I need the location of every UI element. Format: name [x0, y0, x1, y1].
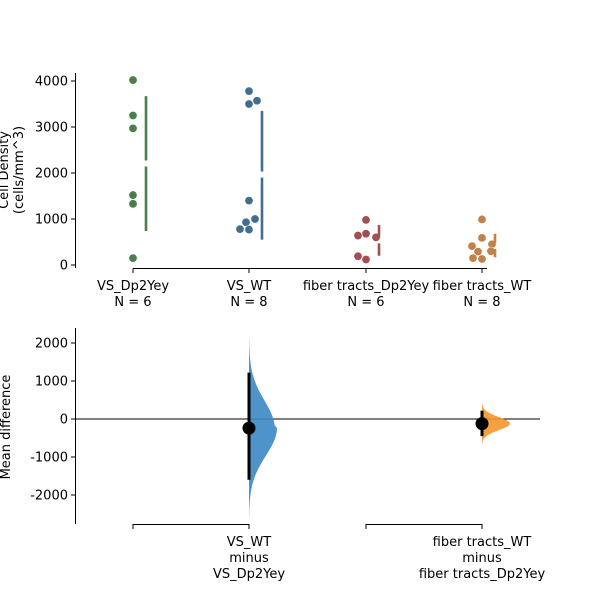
top-panel: Cell Density (cells/mm^3) 0 1000 2000 3000 4… [0, 73, 531, 310]
comparison-label-line: fiber tracts_WT [433, 535, 532, 550]
data-point [353, 251, 363, 261]
data-point [361, 229, 371, 239]
top-y-label-line2: (cells/mm^3) [12, 126, 27, 214]
data-point [361, 215, 371, 225]
bootstrap-distribution [249, 337, 277, 519]
data-point [235, 224, 245, 234]
group-n-label: N = 6 [114, 295, 151, 310]
bottom-y-ticks: 2000 1000 0 -1000 -2000 [30, 337, 76, 504]
data-point [128, 111, 138, 121]
data-point [128, 190, 138, 200]
bottom-y-tick-label: 1000 [35, 375, 68, 390]
comparison-label-line: VS_WT [227, 535, 271, 550]
data-point [128, 123, 138, 133]
data-point [467, 241, 477, 251]
data-point [244, 86, 254, 96]
group-name-label: fiber tracts_WT [433, 279, 532, 294]
comparison-label-line: VS_Dp2Yey [213, 567, 285, 582]
mean-difference-dot [475, 417, 489, 431]
data-point [252, 96, 262, 106]
data-point [473, 247, 483, 257]
data-point [477, 214, 487, 224]
top-y-tick-label: 4000 [35, 75, 68, 90]
data-point [128, 75, 138, 85]
bottom-y-tick-label: 2000 [35, 337, 68, 352]
top-y-axis-label: Cell Density (cells/mm^3) [0, 126, 27, 214]
group-n-label: N = 8 [463, 295, 500, 310]
comparison-bracket [132, 524, 250, 529]
group-name-label: VS_Dp2Yey [97, 279, 169, 294]
top-y-tick-label: 2000 [35, 167, 68, 182]
data-point [477, 233, 487, 243]
bottom-y-tick-label: -1000 [30, 451, 68, 466]
bottom-y-axis-label: Mean difference [0, 375, 14, 480]
data-point [477, 254, 487, 264]
data-point [128, 253, 138, 263]
bootstrap-distribution [482, 402, 510, 446]
comparison-label-line: minus [229, 551, 269, 566]
group-name-label: VS_WT [227, 279, 271, 294]
data-point [250, 214, 260, 224]
group-n-label: N = 6 [347, 295, 384, 310]
data-point [244, 225, 254, 235]
top-y-tick-label: 1000 [35, 213, 68, 228]
top-y-tick-label: 3000 [35, 121, 68, 136]
mean-difference-dot [242, 421, 256, 435]
group-3: fiber tracts_WTN = 8 [433, 214, 532, 310]
data-point [244, 196, 254, 206]
top-y-label-line1: Cell Density [0, 131, 12, 209]
group-name-label: fiber tracts_Dp2Yey [303, 279, 430, 294]
data-point [244, 99, 254, 109]
group-1: VS_WTN = 8 [227, 86, 271, 310]
bottom-y-tick-label: 0 [60, 413, 68, 428]
top-y-tick-label: 0 [60, 259, 68, 274]
data-point [128, 199, 138, 209]
group-n-label: N = 8 [230, 295, 267, 310]
comparison-bracket [365, 524, 483, 529]
top-y-ticks: 0 1000 2000 3000 4000 [35, 75, 76, 274]
comparison-label-line: minus [462, 551, 502, 566]
data-point [468, 253, 478, 263]
data-point [361, 254, 371, 264]
bottom-y-tick-label: -2000 [30, 489, 68, 504]
data-point [353, 231, 363, 241]
bottom-panel: Mean difference 2000 1000 0 -1000 -2000 VS_W… [0, 328, 545, 582]
comparison-label-line: fiber tracts_Dp2Yey [419, 567, 546, 582]
